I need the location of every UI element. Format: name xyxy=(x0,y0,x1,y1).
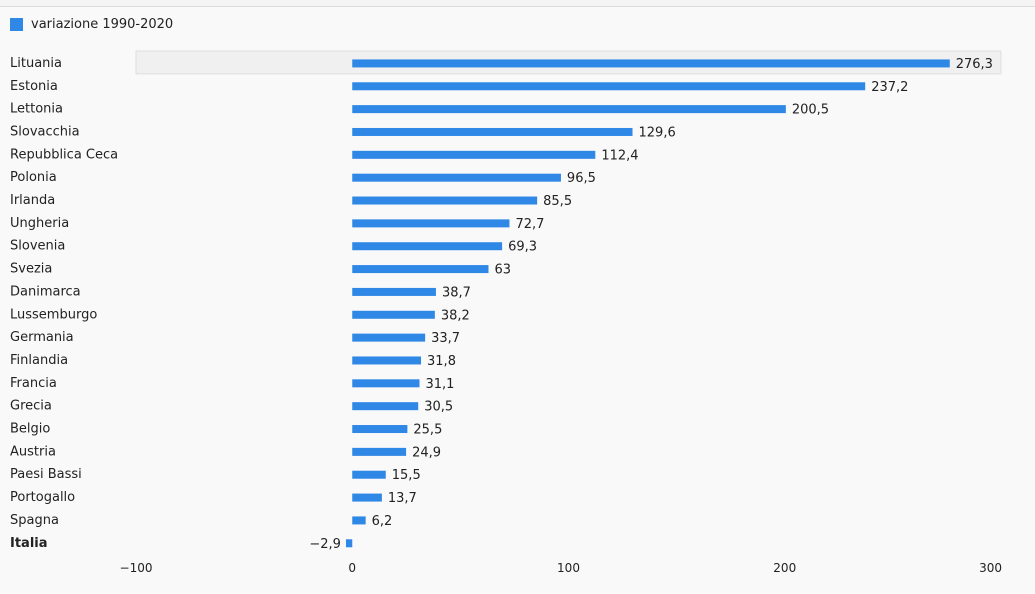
top-border xyxy=(0,0,1035,7)
data-label: 69,3 xyxy=(508,240,537,255)
category-label: Portogallo xyxy=(10,490,75,505)
category-label: Austria xyxy=(10,444,56,459)
category-label: Lettonia xyxy=(10,102,63,117)
data-label: 33,7 xyxy=(431,331,460,346)
data-label: 72,7 xyxy=(515,217,544,232)
data-label: 25,5 xyxy=(413,423,442,438)
category-label: Finlandia xyxy=(10,353,68,368)
bar[interactable] xyxy=(352,287,436,296)
x-tick-label: 100 xyxy=(557,561,580,575)
data-label: 129,6 xyxy=(639,125,676,140)
data-label: 38,2 xyxy=(441,308,470,323)
bar[interactable] xyxy=(352,493,382,502)
data-label: −2,9 xyxy=(309,537,341,552)
category-label: Slovenia xyxy=(10,239,65,254)
bar[interactable] xyxy=(352,219,510,228)
x-tick-label: −100 xyxy=(120,561,153,575)
category-label: Repubblica Ceca xyxy=(10,147,118,162)
bar[interactable] xyxy=(352,470,386,479)
x-axis-ticks: −100 0 100 200 300 xyxy=(120,561,1002,575)
bar[interactable] xyxy=(352,242,503,251)
bar[interactable] xyxy=(352,516,366,525)
bar[interactable] xyxy=(352,150,596,159)
bar[interactable] xyxy=(352,127,633,136)
x-tick-label: 300 xyxy=(979,561,1002,575)
bar[interactable] xyxy=(352,59,950,68)
bar[interactable] xyxy=(352,82,866,91)
bar[interactable] xyxy=(352,265,489,274)
bars xyxy=(345,59,950,548)
category-label: Slovacchia xyxy=(10,124,80,139)
category-label: Polonia xyxy=(10,170,57,185)
category-label: Svezia xyxy=(10,262,52,277)
data-label: 31,1 xyxy=(426,377,455,392)
data-label: 38,7 xyxy=(442,285,471,300)
bar[interactable] xyxy=(352,333,426,342)
bar[interactable] xyxy=(345,539,353,548)
bar[interactable] xyxy=(352,425,408,434)
legend[interactable]: variazione 1990-2020 xyxy=(10,14,173,34)
data-label: 96,5 xyxy=(567,171,596,186)
category-label: Germania xyxy=(10,330,74,345)
category-label: Belgio xyxy=(10,422,50,437)
category-labels: Lituania Estonia Lettonia Slovacchia Repubbl… xyxy=(10,56,118,551)
data-label: 13,7 xyxy=(388,491,417,506)
bar[interactable] xyxy=(352,447,407,456)
data-label: 200,5 xyxy=(792,103,829,118)
category-label: Ungheria xyxy=(10,216,69,231)
bar[interactable] xyxy=(352,173,561,182)
category-label: Lituania xyxy=(10,56,62,71)
data-label: 85,5 xyxy=(543,194,572,209)
x-tick-label: 200 xyxy=(773,561,796,575)
category-label: Paesi Bassi xyxy=(10,467,82,482)
data-label: 63 xyxy=(494,263,511,278)
legend-label: variazione 1990-2020 xyxy=(31,16,174,32)
category-label: Danimarca xyxy=(10,284,81,299)
legend-swatch xyxy=(10,17,23,31)
data-label: 24,9 xyxy=(412,445,441,460)
bar[interactable] xyxy=(352,379,420,388)
category-label: Italia xyxy=(10,536,48,551)
category-label: Irlanda xyxy=(10,193,55,208)
x-tick-label: 0 xyxy=(348,561,356,575)
bar[interactable] xyxy=(352,310,435,319)
category-label: Grecia xyxy=(10,399,52,414)
bar[interactable] xyxy=(352,196,538,205)
category-label: Lussemburgo xyxy=(10,307,97,322)
data-label: 276,3 xyxy=(956,57,993,72)
data-label: 112,4 xyxy=(601,148,638,163)
bar[interactable] xyxy=(352,105,786,114)
data-label: 6,2 xyxy=(372,514,393,529)
category-label: Spagna xyxy=(10,513,59,528)
category-label: Estonia xyxy=(10,79,58,94)
data-label: 31,8 xyxy=(427,354,456,369)
bar[interactable] xyxy=(352,402,419,411)
data-label: 30,5 xyxy=(424,400,453,415)
bar[interactable] xyxy=(352,356,422,365)
data-label: 237,2 xyxy=(871,80,908,95)
data-label: 15,5 xyxy=(392,468,421,483)
category-label: Francia xyxy=(10,376,57,391)
